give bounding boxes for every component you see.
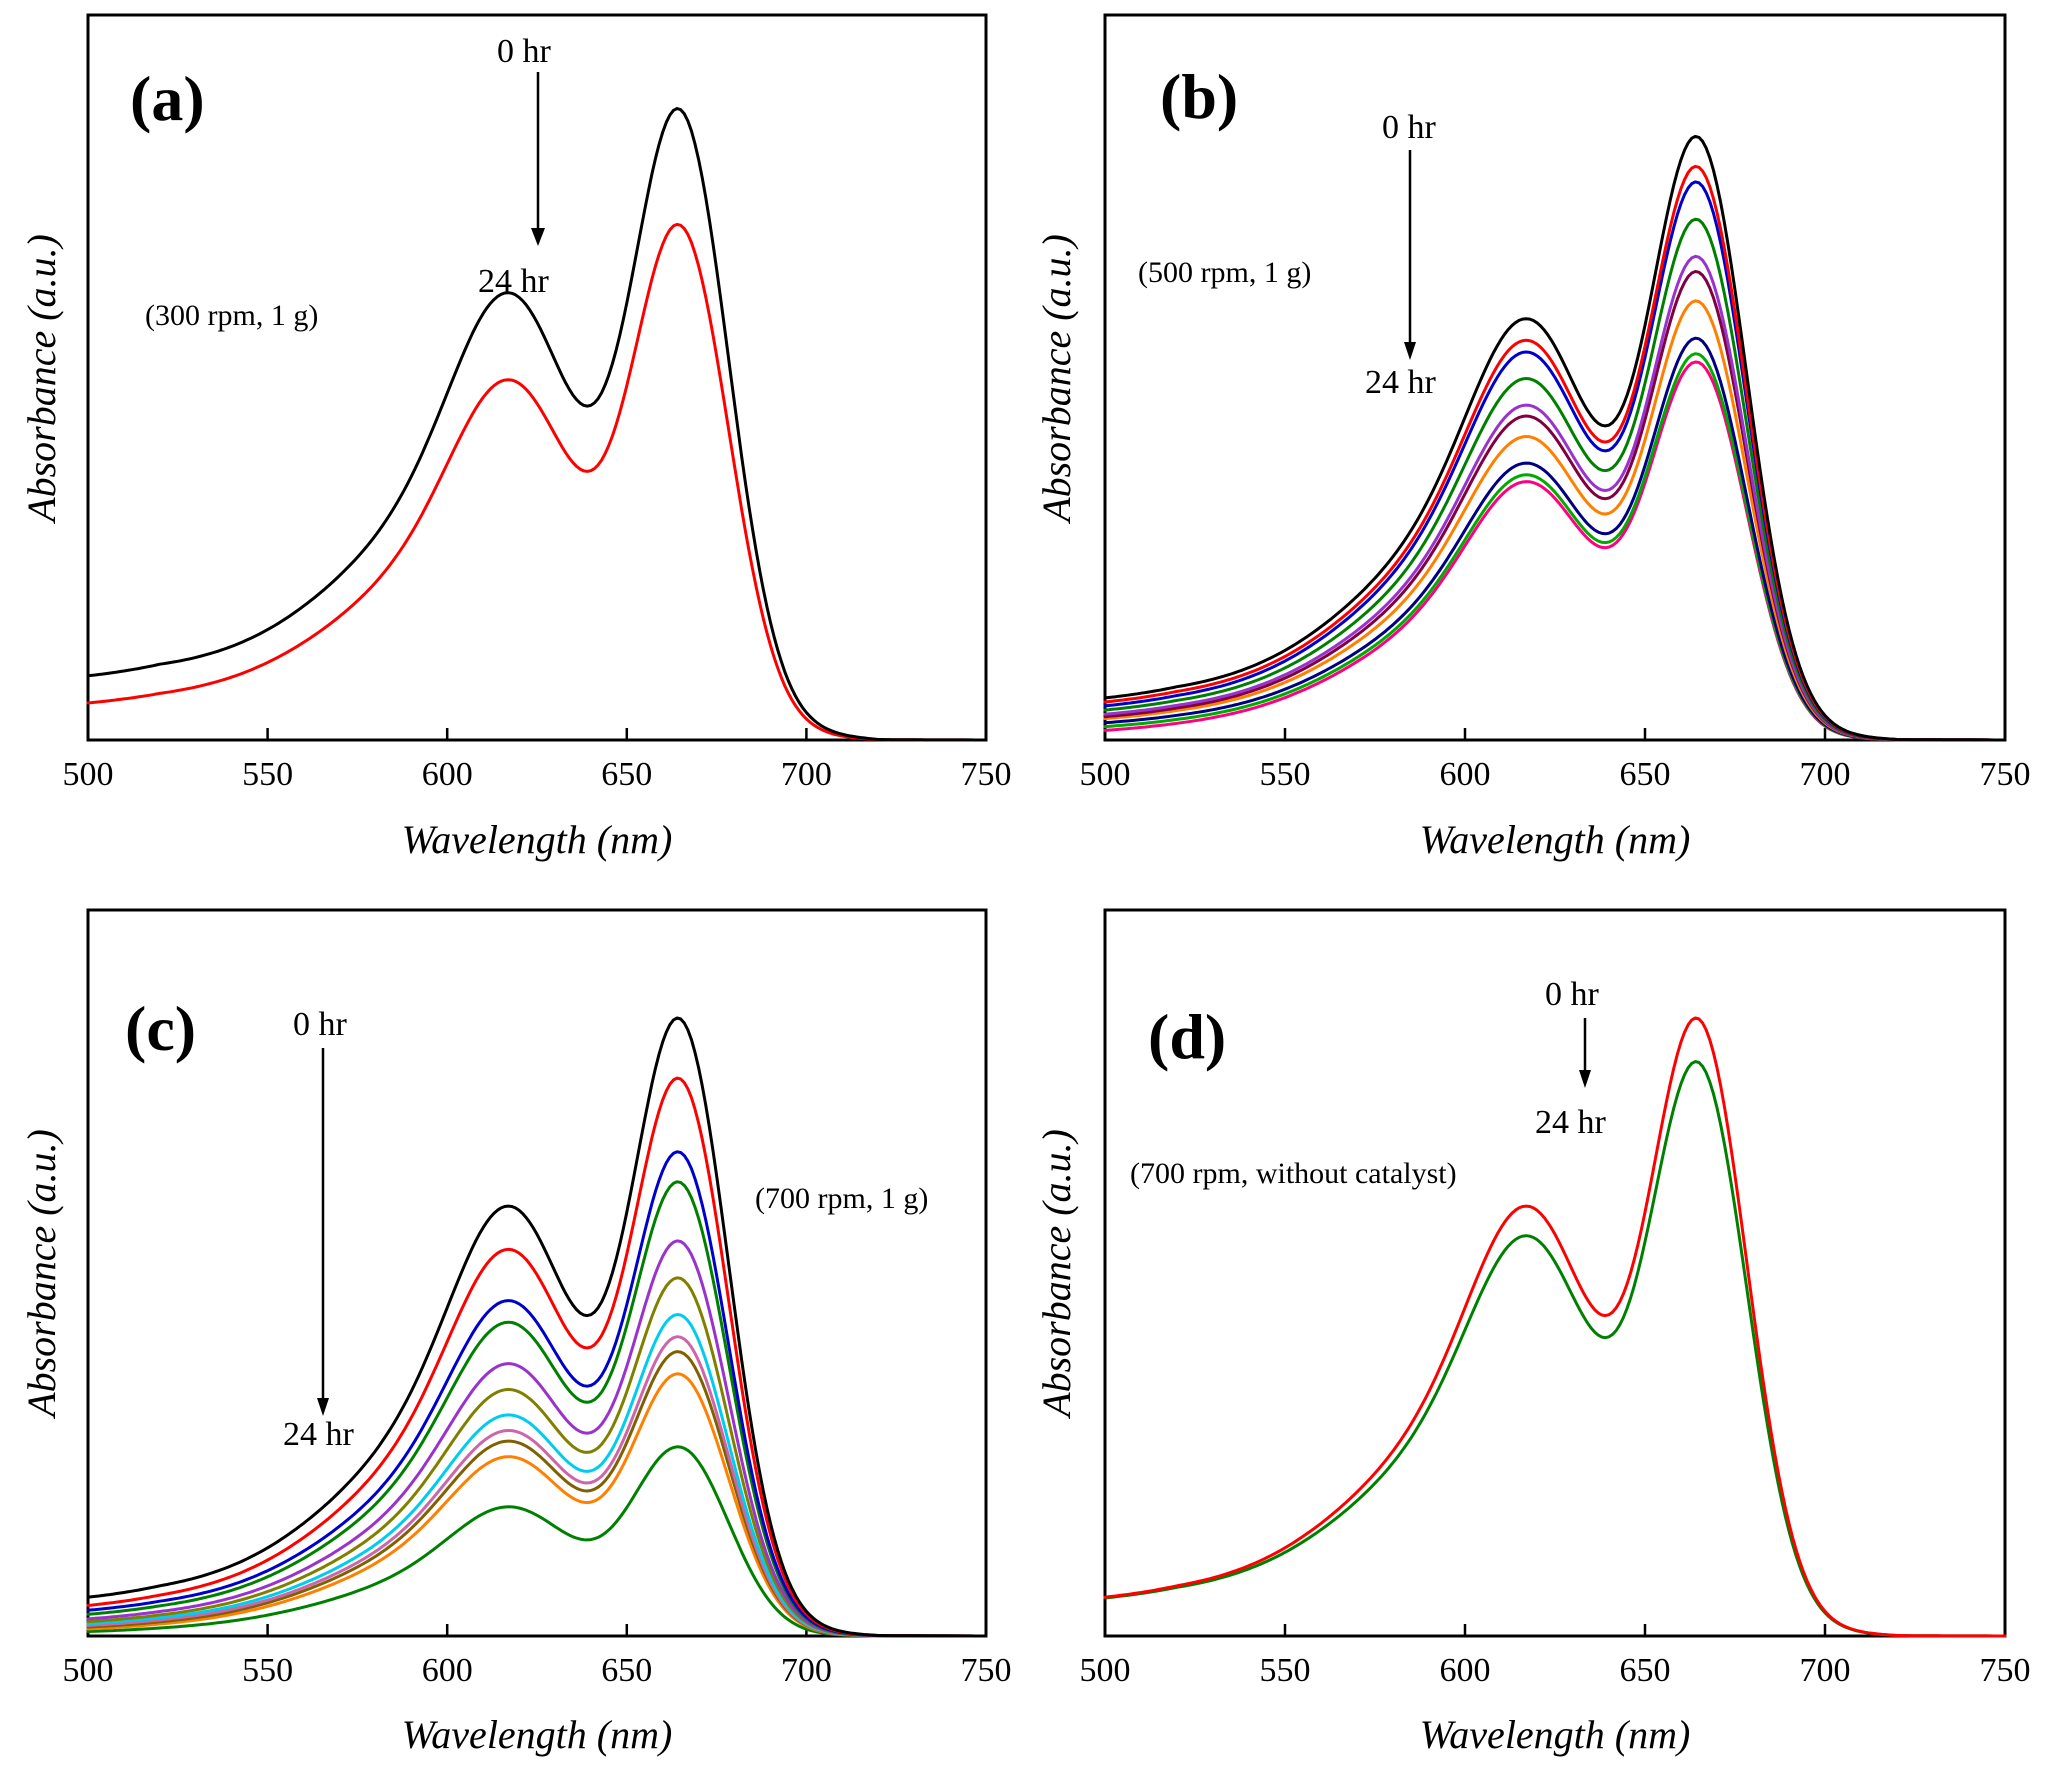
spectrum-line — [86, 222, 988, 742]
y-axis-title: Absorbance (a.u.) — [1034, 1129, 1079, 1420]
x-axis-title: Wavelength (nm) — [1420, 817, 1691, 862]
x-tick-label: 750 — [961, 756, 1012, 793]
spectrum-line — [1103, 352, 2007, 742]
curves — [86, 1016, 988, 1638]
x-tick-label: 650 — [601, 756, 652, 793]
x-tick-label: 500 — [1080, 1652, 1131, 1689]
condition-annotation: (700 rpm, without catalyst) — [1130, 1157, 1457, 1190]
x-tick-label: 500 — [1080, 756, 1131, 793]
panel-label: (d) — [1148, 1001, 1226, 1072]
spectrum-line — [86, 1150, 988, 1638]
x-tick-label: 750 — [961, 1652, 1012, 1689]
x-axis-title: Wavelength (nm) — [402, 1712, 673, 1757]
condition-annotation: (700 rpm, 1 g) — [755, 1182, 928, 1215]
x-tick-label: 600 — [422, 1652, 473, 1689]
x-axis-title: Wavelength (nm) — [402, 817, 673, 862]
x-ticks: 500 550 600 650 700 750 — [1080, 728, 2031, 793]
x-tick-label: 550 — [242, 1652, 293, 1689]
plot-frame — [1103, 13, 2007, 742]
panel-label: (c) — [125, 993, 196, 1064]
x-ticks: 500 550 600 650 700 750 — [63, 728, 1012, 793]
arrow-head — [317, 1398, 329, 1416]
x-ticks: 500 550 600 650 700 750 — [63, 1624, 1012, 1689]
x-tick-label: 700 — [1800, 756, 1851, 793]
panel-a: 500 550 600 650 700 750 (a) (300 rpm, 1 g) 0 … — [19, 13, 1012, 862]
x-tick-label: 550 — [1260, 756, 1311, 793]
arrow-start-label: 0 hr — [497, 33, 552, 70]
arrow-end-label: 24 hr — [283, 1416, 355, 1453]
arrow-head — [1579, 1070, 1591, 1088]
spectrum-line — [1103, 1060, 2007, 1638]
arrow-head — [531, 228, 545, 246]
spectrum-line — [1103, 360, 2007, 742]
spectrum-line — [86, 1076, 988, 1638]
x-tick-label: 750 — [1980, 756, 2031, 793]
y-axis-title: Absorbance (a.u.) — [1034, 234, 1079, 525]
curves — [86, 107, 988, 742]
curves — [1103, 1016, 2007, 1638]
y-axis-title: Absorbance (a.u.) — [19, 1129, 64, 1420]
spectrum-line — [1103, 1016, 2007, 1638]
panel-b: 500 550 600 650 700 750 (b) (500 rpm, 1 g) 0 … — [1034, 13, 2031, 862]
condition-annotation: (500 rpm, 1 g) — [1138, 256, 1311, 289]
x-tick-label: 550 — [1260, 1652, 1311, 1689]
arrow-start-label: 0 hr — [1382, 109, 1437, 146]
y-axis-title: Absorbance (a.u.) — [19, 234, 64, 525]
x-axis-title: Wavelength (nm) — [1420, 1712, 1691, 1757]
plot-frame — [1103, 908, 2007, 1638]
x-tick-label: 600 — [1440, 756, 1491, 793]
x-tick-label: 700 — [781, 756, 832, 793]
x-tick-label: 500 — [63, 1652, 114, 1689]
spectrum-line — [86, 1372, 988, 1638]
arrow-end-label: 24 hr — [1365, 364, 1437, 401]
x-tick-label: 750 — [1980, 1652, 2031, 1689]
plot-frame — [86, 13, 988, 742]
spectrum-line — [1103, 134, 2007, 742]
spectrum-line — [86, 1016, 988, 1638]
spectrum-line — [86, 1239, 988, 1638]
x-tick-label: 700 — [1800, 1652, 1851, 1689]
x-tick-label: 550 — [242, 756, 293, 793]
arrow-end-label: 24 hr — [1535, 1104, 1607, 1141]
x-ticks: 500 550 600 650 700 750 — [1080, 1624, 2031, 1689]
arrow-head — [1404, 342, 1416, 360]
x-tick-label: 700 — [781, 1652, 832, 1689]
x-tick-label: 600 — [422, 756, 473, 793]
x-tick-label: 650 — [1620, 1652, 1671, 1689]
x-tick-label: 650 — [601, 1652, 652, 1689]
spectrum-line — [86, 107, 988, 742]
arrow-start-label: 0 hr — [1545, 976, 1600, 1013]
panel-c: 500 550 600 650 700 750 (c) (700 rpm, 1 g) 0 … — [19, 908, 1012, 1757]
condition-annotation: (300 rpm, 1 g) — [145, 299, 318, 332]
x-tick-label: 500 — [63, 756, 114, 793]
arrow-start-label: 0 hr — [293, 1006, 348, 1043]
panel-label: (a) — [130, 63, 205, 134]
x-tick-label: 650 — [1620, 756, 1671, 793]
spectrum-line — [1103, 164, 2007, 742]
spectrum-line — [86, 1276, 988, 1638]
plot-frame — [86, 908, 988, 1638]
panel-label: (b) — [1160, 61, 1238, 132]
x-tick-label: 600 — [1440, 1652, 1491, 1689]
arrow-end-label: 24 hr — [478, 263, 550, 300]
panel-d: 500 550 600 650 700 750 (d) (700 rpm, without… — [1034, 908, 2031, 1757]
curves — [1103, 134, 2007, 742]
